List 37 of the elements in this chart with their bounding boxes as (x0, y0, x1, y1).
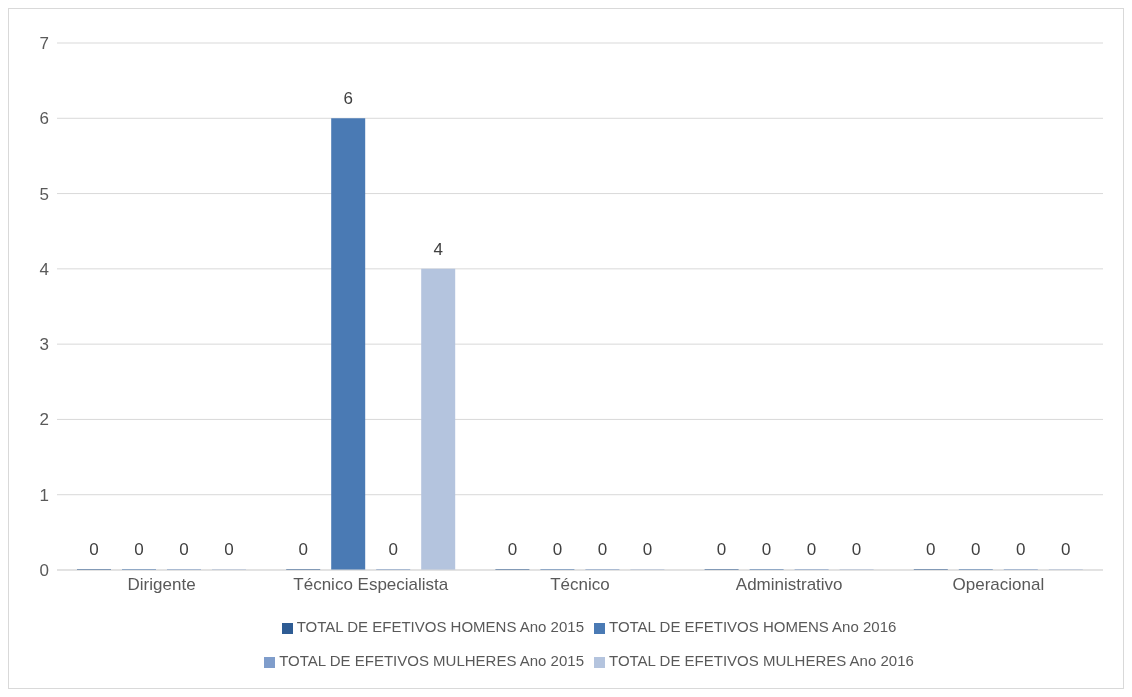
y-tick-label: 1 (39, 485, 49, 505)
y-tick-label: 3 (39, 335, 49, 355)
x-tick-label: Técnico Especialista (293, 575, 449, 595)
x-tick-label: Dirigente (127, 575, 196, 595)
y-tick-label: 7 (39, 34, 49, 54)
data-label: 0 (507, 540, 518, 559)
y-tick-label: 0 (39, 561, 49, 581)
legend-label: TOTAL DE EFETIVOS HOMENS Ano 2015 (296, 618, 584, 635)
legend-label: TOTAL DE EFETIVOS HOMENS Ano 2016 (609, 618, 897, 635)
data-label: 0 (89, 540, 99, 559)
y-tick-label: 2 (39, 410, 49, 430)
data-label: 0 (1016, 540, 1026, 559)
data-label: 0 (134, 540, 144, 559)
data-label: 0 (1061, 540, 1071, 559)
legend-label: TOTAL DE EFETIVOS MULHERES Ano 2016 (609, 652, 914, 669)
x-tick-label: Técnico (550, 575, 610, 595)
data-label: 0 (926, 540, 936, 559)
data-label: 0 (851, 540, 862, 559)
legend-label: TOTAL DE EFETIVOS MULHERES Ano 2015 (279, 652, 584, 669)
data-label: 0 (388, 540, 398, 559)
data-label: 0 (761, 540, 772, 559)
data-label: 0 (597, 540, 608, 559)
data-label: 6 (343, 89, 353, 109)
data-label: 0 (642, 540, 653, 559)
x-tick-label: Operacional (952, 575, 1045, 595)
data-label: 0 (971, 540, 981, 559)
data-label: 4 (433, 239, 443, 259)
data-label: 0 (806, 540, 817, 559)
x-tick-label: Administrativo (735, 575, 843, 595)
data-label: 0 (716, 540, 727, 559)
y-tick-label: 4 (39, 259, 49, 279)
data-label: 0 (552, 540, 563, 559)
data-label: 0 (298, 540, 308, 559)
y-tick-label: 6 (39, 109, 49, 129)
data-label: 0 (224, 540, 234, 559)
y-tick-label: 5 (39, 184, 49, 204)
data-label: 0 (179, 540, 189, 559)
